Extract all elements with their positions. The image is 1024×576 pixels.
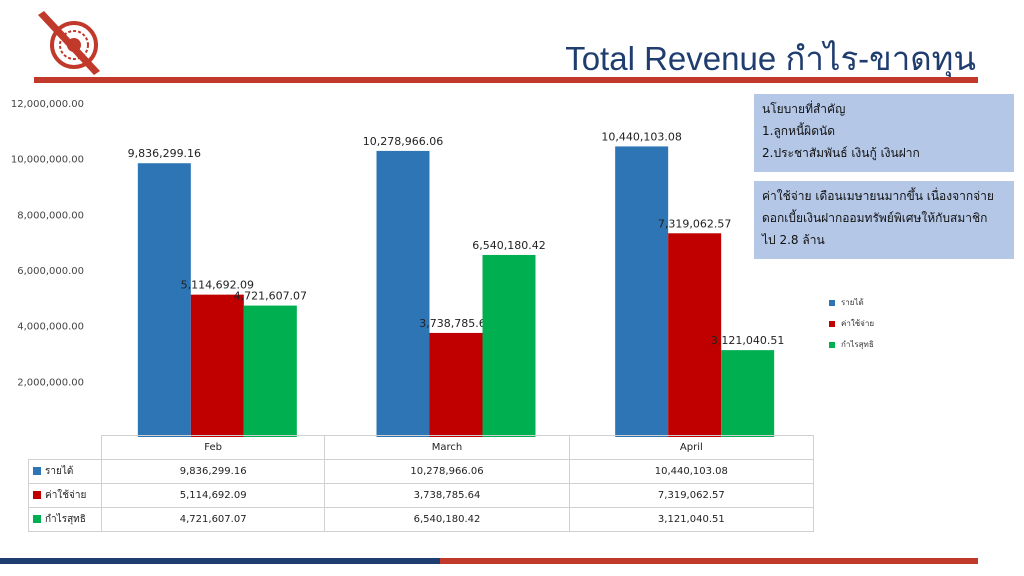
page-title: Total Revenue กำไร-ขาดทุน [565, 40, 976, 77]
legend-item: รายได้ [829, 292, 874, 313]
data-table-cell: 7,319,062.57 [568, 483, 815, 508]
data-table-row: ค่าใช้จ่าย 5,114,692.09 3,738,785.64 7,3… [28, 483, 815, 508]
bar-data-label: 10,440,103.08 [601, 130, 681, 143]
bar [429, 332, 483, 437]
bar-data-label: 6,540,180.42 [472, 239, 545, 252]
series-name: รายได้ [45, 466, 74, 477]
expense-note-line: ดอกเบี้ยเงินฝากออมทรัพย์พิเศษให้กับสมาชิ… [762, 211, 988, 225]
legend-swatch [829, 341, 835, 348]
legend-swatch [829, 299, 835, 306]
data-table-cell: 10,278,966.06 [324, 459, 570, 484]
policy-note-line: 1.ลูกหนี้ผิดนัด [762, 124, 836, 138]
data-table-row: กำไรสุทธิ 4,721,607.07 6,540,180.42 3,12… [28, 507, 815, 532]
legend-swatch [829, 320, 835, 327]
data-table-series-label: รายได้ [28, 459, 102, 484]
expense-note-box: ค่าใช้จ่าย เดือนเมษายนมากขึ้น เนื่องจากจ… [754, 181, 1014, 259]
legend-item: ค่าใช้จ่าย [829, 313, 874, 334]
footer-bar-navy [0, 558, 440, 564]
chart-legend: รายได้ ค่าใช้จ่าย กำไรสุทธิ [829, 292, 874, 355]
legend-label: ค่าใช้จ่าย [841, 319, 875, 328]
bar [137, 163, 191, 437]
series-name: ค่าใช้จ่าย [45, 490, 87, 501]
bar-data-label: 9,836,299.16 [128, 147, 201, 160]
y-tick-label: 8,000,000.00 [17, 210, 84, 221]
revenue-bar-chart: - 2,000,000.00 4,000,000.00 6,000,000.00 8,0… [11, 99, 784, 437]
policy-note-line: นโยบายที่สำคัญ [762, 102, 846, 116]
policy-note-box: นโยบายที่สำคัญ 1.ลูกหนี้ผิดนัด 2.ประชาสั… [754, 94, 1014, 172]
data-table-cell: 10,440,103.08 [568, 459, 815, 484]
data-table-cell: 6,540,180.42 [324, 507, 570, 532]
y-tick-label: 12,000,000.00 [11, 99, 84, 110]
data-table-series-label: ค่าใช้จ่าย [28, 483, 102, 508]
series-swatch [33, 491, 41, 499]
data-table-row: รายได้ 9,836,299.16 10,278,966.06 10,440… [28, 459, 815, 484]
expense-note-line: ค่าใช้จ่าย เดือนเมษายนมากขึ้น เนื่องจากจ… [762, 189, 994, 203]
data-table-cell: 3,121,040.51 [568, 507, 815, 532]
y-tick-label: 6,000,000.00 [17, 266, 84, 277]
data-table-series-label: กำไรสุทธิ [28, 507, 102, 532]
data-table-category: April [568, 435, 815, 460]
data-table-corner [28, 435, 102, 460]
series-name: กำไรสุทธิ [45, 514, 86, 525]
organization-logo [34, 9, 106, 81]
bar-data-label: 7,319,062.57 [658, 217, 731, 230]
policy-note-line: 2.ประชาสัมพันธ์ เงินกู้ เงินฝาก [762, 146, 920, 160]
bar-data-label: 5,114,692.09 [181, 279, 254, 292]
data-table-cell: 5,114,692.09 [100, 483, 326, 508]
legend-label: รายได้ [841, 298, 864, 307]
expense-note-line: ไป 2.8 ล้าน [762, 233, 825, 247]
chart-data-table: Feb March April รายได้ 9,836,299.16 10,2… [28, 435, 815, 532]
legend-item: กำไรสุทธิ [829, 334, 874, 355]
bar [482, 254, 536, 437]
series-swatch [33, 515, 41, 523]
data-table-cell: 4,721,607.07 [100, 507, 326, 532]
data-table-cell: 9,836,299.16 [100, 459, 326, 484]
bar [376, 150, 430, 437]
bar [190, 294, 244, 437]
bar [721, 350, 775, 437]
data-table-cell: 3,738,785.64 [324, 483, 570, 508]
data-table-category: Feb [100, 435, 326, 460]
bar [615, 146, 669, 437]
data-table-header-row: Feb March April [28, 435, 815, 460]
title-divider [34, 77, 978, 83]
bar [243, 305, 297, 437]
footer-bar-red [440, 558, 978, 564]
y-tick-label: 10,000,000.00 [11, 155, 84, 166]
bar-data-label: 10,278,966.06 [363, 135, 443, 148]
y-tick-label: - [80, 433, 84, 437]
bar-data-label: 3,738,785.64 [419, 317, 492, 330]
bar-data-label: 3,121,040.51 [711, 334, 784, 347]
data-table-category: March [324, 435, 570, 460]
y-tick-label: 4,000,000.00 [17, 322, 84, 333]
bar [668, 233, 722, 437]
y-tick-label: 2,000,000.00 [17, 377, 84, 388]
bar-data-label: 4,721,607.07 [234, 290, 307, 303]
series-swatch [33, 467, 41, 475]
legend-label: กำไรสุทธิ [841, 340, 874, 349]
